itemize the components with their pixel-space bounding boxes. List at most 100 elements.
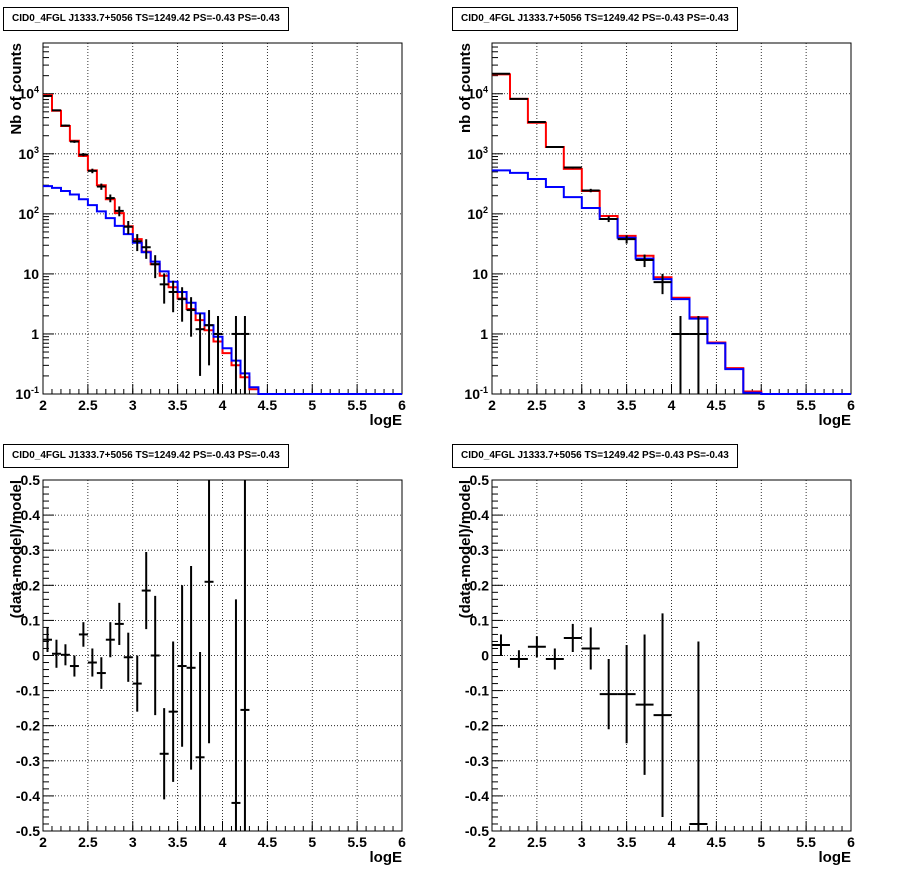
data-point (240, 480, 250, 831)
x-tick-label: 4.5 (707, 397, 727, 413)
x-axis-label: logE (370, 849, 403, 866)
data-point (114, 206, 124, 217)
y-tick-label: -0.5 (465, 823, 489, 839)
data-point (204, 480, 214, 744)
y-tick-label: 10-1 (464, 385, 488, 402)
x-tick-label: 5 (757, 397, 765, 413)
y-axis-label: (data-model)/model (457, 480, 474, 618)
y-tick-label: 0.5 (21, 472, 41, 488)
data-point (78, 622, 88, 647)
data-point (689, 316, 708, 394)
data-point (689, 641, 708, 831)
data-point (132, 655, 142, 712)
data-point (168, 280, 178, 313)
data-point (195, 313, 205, 376)
data-point (51, 109, 61, 112)
chart-title: CID0_4FGL J1333.7+5056 TS=1249.42 PS=-0.… (452, 444, 738, 468)
histogram-series-1 (43, 185, 402, 395)
x-tick-label: 5.5 (796, 397, 816, 413)
data-point (671, 316, 690, 394)
data-point (43, 94, 52, 97)
data-point (51, 639, 61, 668)
data-point (123, 632, 133, 682)
x-tick-label: 6 (398, 397, 406, 413)
y-axis-label: Nb of counts (8, 43, 25, 135)
data-point (114, 602, 124, 645)
y-tick-label: 0.2 (470, 577, 490, 593)
data-point (635, 254, 654, 268)
data-point (150, 595, 160, 716)
y-tick-label: 0.2 (21, 577, 41, 593)
data-point (123, 221, 133, 235)
data-point (581, 627, 600, 670)
x-tick-label: 5 (308, 397, 316, 413)
data-point (581, 188, 600, 193)
x-tick-label: 3.5 (617, 397, 637, 413)
x-tick-label: 5.5 (796, 834, 816, 850)
x-tick-label: 5.5 (347, 397, 367, 413)
data-point (195, 651, 205, 831)
data-point (177, 287, 187, 322)
data-point (186, 297, 196, 337)
data-point (545, 145, 564, 148)
y-tick-label: 10 (23, 266, 39, 282)
data-point (78, 153, 88, 157)
y-tick-label: 0.4 (21, 507, 41, 523)
y-tick-label: -0.3 (465, 753, 489, 769)
data-point (96, 183, 106, 190)
x-tick-label: 2.5 (78, 834, 98, 850)
data-point (635, 634, 654, 775)
data-point (617, 644, 636, 744)
data-point (141, 239, 151, 259)
x-tick-label: 6 (847, 397, 855, 413)
y-tick-label: -0.3 (16, 753, 40, 769)
chart-panel-bottom-left: 2 2.5 3 3.5 4 4.5 5 5.5 6 logE -0.5 -0.4 -0.3 -0.2 -0.… (0, 437, 449, 874)
y-tick-label: 102 (18, 205, 39, 222)
chart-title: CID0_4FGL J1333.7+5056 TS=1249.42 PS=-0.… (3, 7, 289, 31)
x-tick-label: 2 (39, 834, 47, 850)
y-tick-label: -0.5 (16, 823, 40, 839)
data-point (599, 216, 618, 223)
data-point (563, 623, 582, 652)
x-tick-label: 2.5 (527, 834, 547, 850)
data-point (96, 657, 106, 689)
data-point (231, 316, 241, 394)
x-tick-label: 2.5 (527, 397, 547, 413)
plot-frame (491, 479, 852, 832)
y-tick-label: 104 (18, 85, 39, 102)
y-tick-label: -0.2 (465, 718, 489, 734)
y-tick-label: 103 (18, 145, 39, 162)
x-tick-label: 5 (308, 834, 316, 850)
data-point (69, 140, 79, 143)
chart-title: CID0_4FGL J1333.7+5056 TS=1249.42 PS=-0.… (452, 7, 738, 31)
x-tick-label: 5 (757, 834, 765, 850)
x-tick-label: 3 (129, 834, 137, 850)
y-axis-label: nb of counts (457, 43, 474, 133)
x-tick-label: 3.5 (168, 397, 188, 413)
x-axis-label: logE (819, 849, 852, 866)
data-point (231, 599, 241, 831)
data-point (213, 316, 223, 394)
y-tick-label: 0.3 (470, 542, 490, 558)
data-point (509, 650, 528, 668)
data-point (527, 636, 546, 658)
y-tick-label: 0 (481, 648, 489, 664)
data-point (563, 166, 582, 169)
y-tick-label: 10 (472, 266, 488, 282)
x-axis-label: logE (819, 412, 852, 429)
y-tick-label: -0.1 (16, 683, 40, 699)
y-tick-label: 104 (467, 85, 488, 102)
x-tick-label: 4 (668, 834, 676, 850)
y-tick-label: 102 (467, 205, 488, 222)
x-tick-label: 6 (398, 834, 406, 850)
x-tick-label: 4 (219, 397, 227, 413)
data-point (159, 273, 169, 304)
data-point (69, 655, 79, 677)
y-axis-label: (data-model)/model (8, 480, 25, 618)
data-point (150, 255, 160, 279)
x-tick-label: 2 (488, 834, 496, 850)
y-tick-label: 0.1 (21, 612, 41, 628)
